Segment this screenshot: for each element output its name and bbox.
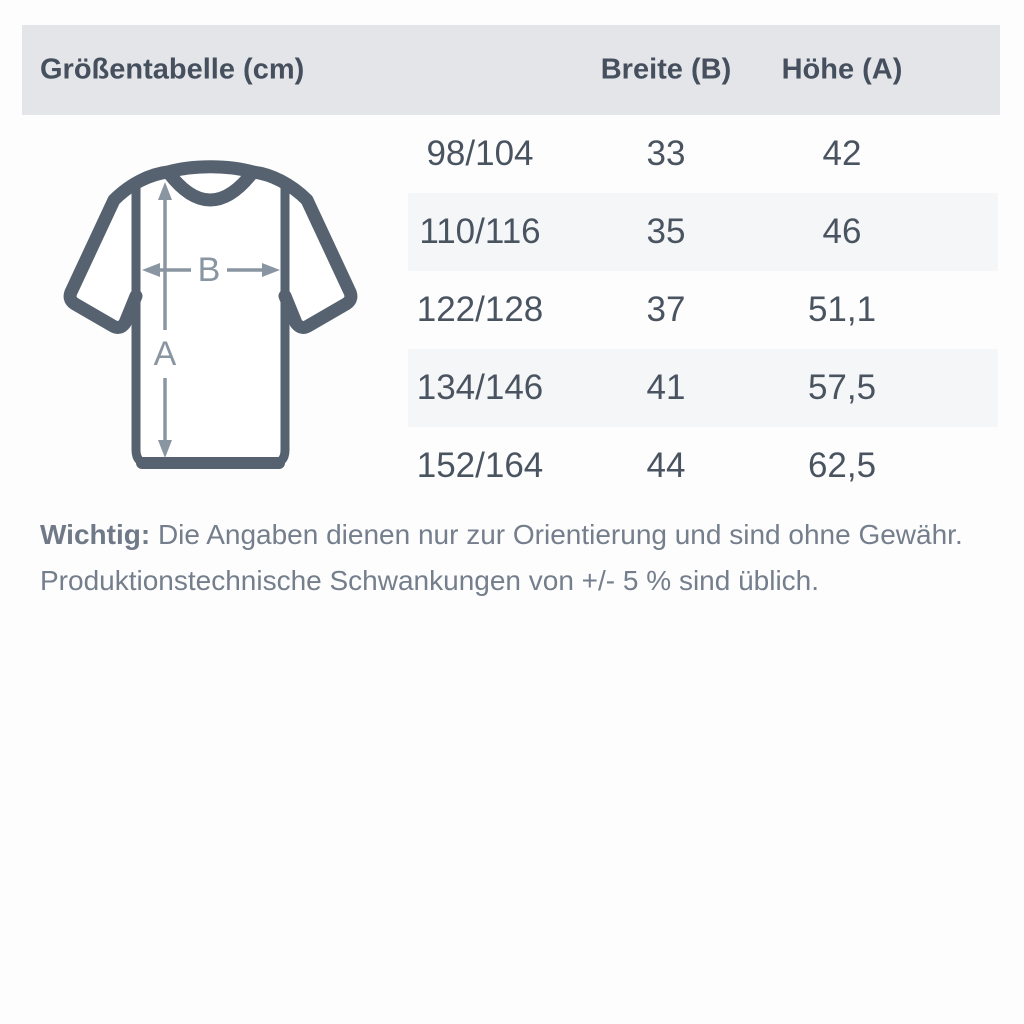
height-label-a: A (154, 335, 177, 373)
breite-cell: 41 (646, 368, 686, 407)
hoehe-cell: 42 (822, 134, 862, 173)
table-header-bar: Größentabelle (cm) Breite (B) Höhe (A) (22, 25, 1000, 115)
page-title: Größentabelle (cm) (40, 53, 305, 86)
table-row: 98/104 33 42 (408, 115, 998, 193)
size-cell: 110/116 (419, 212, 541, 251)
disclaimer-note: Wichtig: Die Angaben dienen nur zur Orie… (40, 512, 963, 604)
size-cell: 134/146 (416, 368, 544, 407)
table-row: 134/146 41 57,5 (408, 349, 998, 427)
breite-cell: 37 (646, 290, 686, 329)
arrow-b-head-left (142, 263, 160, 277)
size-cell: 152/164 (416, 446, 544, 485)
hoehe-cell: 46 (822, 212, 862, 251)
size-table: 98/104 33 42 110/116 35 46 122/128 37 51… (408, 115, 998, 505)
arrow-a-head-bottom (158, 440, 172, 458)
note-text-1: Die Angaben dienen nur zur Orientierung … (157, 519, 963, 550)
arrow-b-head-right (262, 263, 280, 277)
note-line-2: Produktionstechnische Schwankungen von +… (40, 565, 820, 596)
column-header-hoehe: Höhe (A) (781, 53, 903, 86)
table-row: 122/128 37 51,1 (408, 271, 998, 349)
size-cell: 98/104 (426, 134, 534, 173)
note-label: Wichtig: (40, 519, 151, 550)
hoehe-cell: 62,5 (807, 446, 877, 485)
column-header-breite: Breite (B) (600, 53, 732, 86)
tshirt-measurement-icon: A B (63, 160, 358, 469)
tshirt-collar (161, 165, 260, 207)
size-cell: 122/128 (416, 290, 544, 329)
hoehe-cell: 57,5 (807, 368, 877, 407)
note-line-1: Wichtig: Die Angaben dienen nur zur Orie… (40, 512, 963, 558)
breite-cell: 35 (646, 212, 686, 251)
arrow-a-head-top (158, 182, 172, 200)
width-label-b: B (198, 251, 221, 289)
breite-cell: 33 (646, 134, 686, 173)
table-row: 152/164 44 62,5 (408, 427, 998, 505)
breite-cell: 44 (646, 446, 686, 485)
hoehe-cell: 51,1 (807, 290, 877, 329)
table-row: 110/116 35 46 (408, 193, 998, 271)
